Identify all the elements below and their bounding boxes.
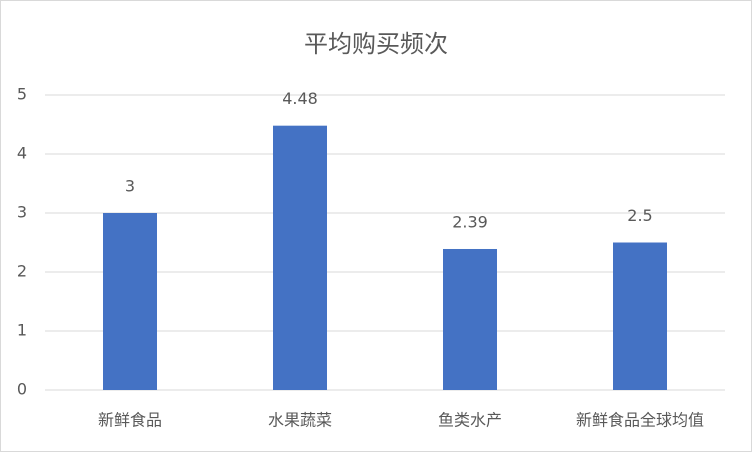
data-label: 3 <box>125 177 135 196</box>
y-tick-label: 4 <box>17 144 27 163</box>
x-tick-label: 新鲜食品 <box>98 411 162 430</box>
bar <box>443 248 497 390</box>
bar <box>273 125 327 391</box>
data-label: 2.5 <box>627 206 652 225</box>
y-tick-label: 0 <box>17 380 27 399</box>
x-tick-label: 水果蔬菜 <box>268 411 332 430</box>
y-tick-label: 5 <box>17 85 27 104</box>
x-tick-label: 鱼类水产 <box>438 411 502 430</box>
y-tick-label: 3 <box>17 203 27 222</box>
bar <box>613 242 667 390</box>
y-tick-label: 2 <box>17 262 27 281</box>
x-tick-label: 新鲜食品全球均值 <box>576 411 704 430</box>
data-label: 4.48 <box>282 89 318 108</box>
y-tick-label: 1 <box>17 321 27 340</box>
bar <box>103 213 157 390</box>
chart-title: 平均购买频次 <box>304 30 448 58</box>
data-label: 2.39 <box>452 212 488 231</box>
